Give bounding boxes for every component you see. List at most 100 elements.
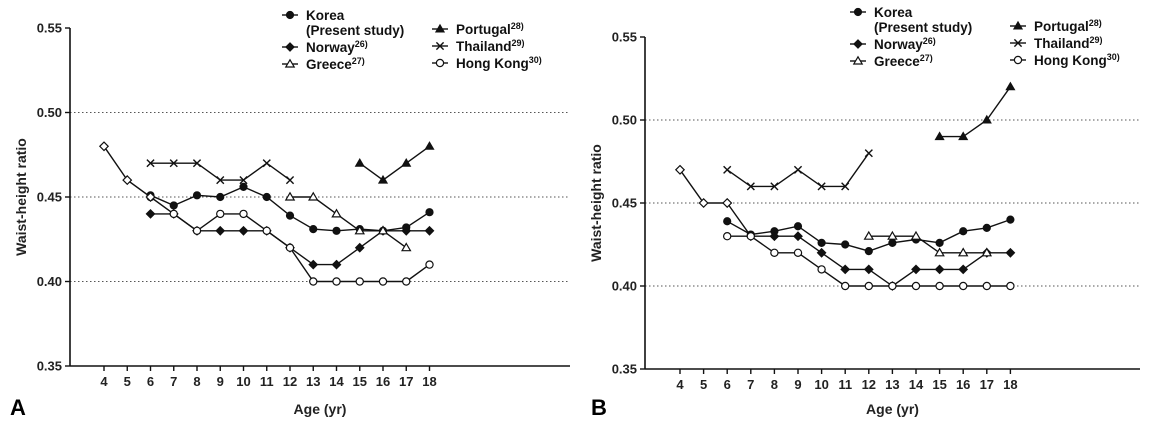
legend-label: Norway26) <box>306 39 368 55</box>
data-point <box>239 182 248 191</box>
data-point <box>192 226 202 235</box>
data-point <box>424 225 435 236</box>
data-point <box>911 281 921 291</box>
x-tick-label: 18 <box>422 374 436 389</box>
x-tick-label: 5 <box>124 374 131 389</box>
series-greece <box>863 230 993 257</box>
legend-marker <box>435 58 445 68</box>
legend-marker <box>853 7 863 17</box>
series-korea-present-study <box>146 182 434 235</box>
data-point <box>982 281 992 291</box>
data-point <box>817 182 826 191</box>
data-point <box>910 230 922 240</box>
data-point <box>331 208 342 218</box>
legend-item-portugal: Portugal28) <box>432 21 524 37</box>
legend-label: Thailand29) <box>1034 35 1103 51</box>
data-point <box>285 243 295 252</box>
data-point <box>401 225 412 236</box>
legend-marker <box>852 55 864 65</box>
legend-item-greece: Greece27) <box>850 53 933 69</box>
data-point <box>958 131 969 141</box>
x-tick-label: 13 <box>306 374 320 389</box>
data-point <box>957 247 969 257</box>
data-point <box>216 192 225 202</box>
legend-item-hong-kong: Hong Kong30) <box>432 55 542 71</box>
data-point <box>377 225 389 235</box>
data-point <box>145 191 156 203</box>
panel-b: 0.35 0.40 0.45 0.50 0.55 4 5 6 7 8 9 10 11 12 13 14 15 16… <box>588 5 1140 420</box>
data-point <box>332 226 341 235</box>
legend-label: Korea <box>306 8 345 23</box>
data-point <box>841 240 850 249</box>
legend-item-portugal: Portugal28) <box>1010 18 1102 34</box>
data-point <box>284 191 296 201</box>
data-point <box>145 208 156 219</box>
legend-ref: 30) <box>1107 52 1120 62</box>
x-tick-label: 15 <box>932 377 946 392</box>
x-tick-label: 8 <box>771 377 778 392</box>
x-tick-label: 17 <box>399 374 413 389</box>
data-point <box>959 281 968 291</box>
data-point <box>401 158 412 167</box>
data-point <box>98 141 110 152</box>
data-point <box>770 248 779 257</box>
data-point <box>285 211 295 220</box>
data-point <box>425 260 434 269</box>
data-point <box>746 231 756 241</box>
x-tick-label: 9 <box>217 374 224 389</box>
legend-label: Hong Kong30) <box>456 55 542 71</box>
panel-label: B <box>591 395 607 420</box>
series-thailand <box>723 149 873 191</box>
data-point <box>192 159 202 168</box>
data-point <box>981 114 992 124</box>
y-tick-label: 0.40 <box>612 279 637 294</box>
legend-label: Thailand29) <box>456 38 525 54</box>
data-point <box>793 248 803 257</box>
data-point <box>935 238 944 247</box>
data-point <box>816 247 827 258</box>
data-point <box>1005 247 1016 258</box>
data-point <box>887 230 898 240</box>
x-tick-label: 4 <box>100 374 108 389</box>
data-point <box>934 131 945 141</box>
data-point <box>841 281 850 291</box>
data-point <box>935 281 944 291</box>
legend-label: Greece27) <box>306 56 365 72</box>
x-tick-label: 11 <box>260 374 274 389</box>
series-diamond-open <box>98 141 156 203</box>
data-point <box>863 264 874 275</box>
data-point <box>863 230 875 240</box>
data-point <box>770 182 779 191</box>
y-tick-label: 0.45 <box>37 190 62 205</box>
data-point <box>239 209 248 219</box>
x-tick-label: 7 <box>747 377 754 392</box>
legend-item-thailand: Thailand29) <box>1010 35 1103 51</box>
legend-label: Portugal28) <box>1034 18 1102 34</box>
data-point <box>377 174 389 184</box>
legend-item-korea-present-study: Korea(Present study) <box>850 5 972 35</box>
data-point <box>722 197 733 209</box>
data-point <box>959 227 968 236</box>
legend: Korea(Present study)Norway26)Greece27) Po… <box>282 8 542 72</box>
data-point <box>934 247 945 257</box>
series-line <box>103 145 151 198</box>
data-point <box>1005 81 1016 91</box>
data-point <box>674 164 686 175</box>
y-tick-label: 0.50 <box>37 105 62 120</box>
x-tick-label: 12 <box>862 377 876 392</box>
data-point <box>864 247 873 256</box>
x-tick-label: 11 <box>838 377 852 392</box>
data-point <box>817 265 826 274</box>
legend-ref: 30) <box>529 55 542 65</box>
legend-ref: 29) <box>1090 35 1103 45</box>
series-hong-kong <box>723 231 1015 291</box>
data-point <box>262 159 271 168</box>
legend-item-korea-present-study: Korea(Present study) <box>282 8 404 38</box>
legend-ref: 27) <box>352 56 365 66</box>
y-tick-label: 0.40 <box>37 274 62 289</box>
data-point <box>354 225 365 235</box>
data-point <box>723 217 732 226</box>
data-point <box>239 176 248 185</box>
data-point <box>309 277 318 286</box>
